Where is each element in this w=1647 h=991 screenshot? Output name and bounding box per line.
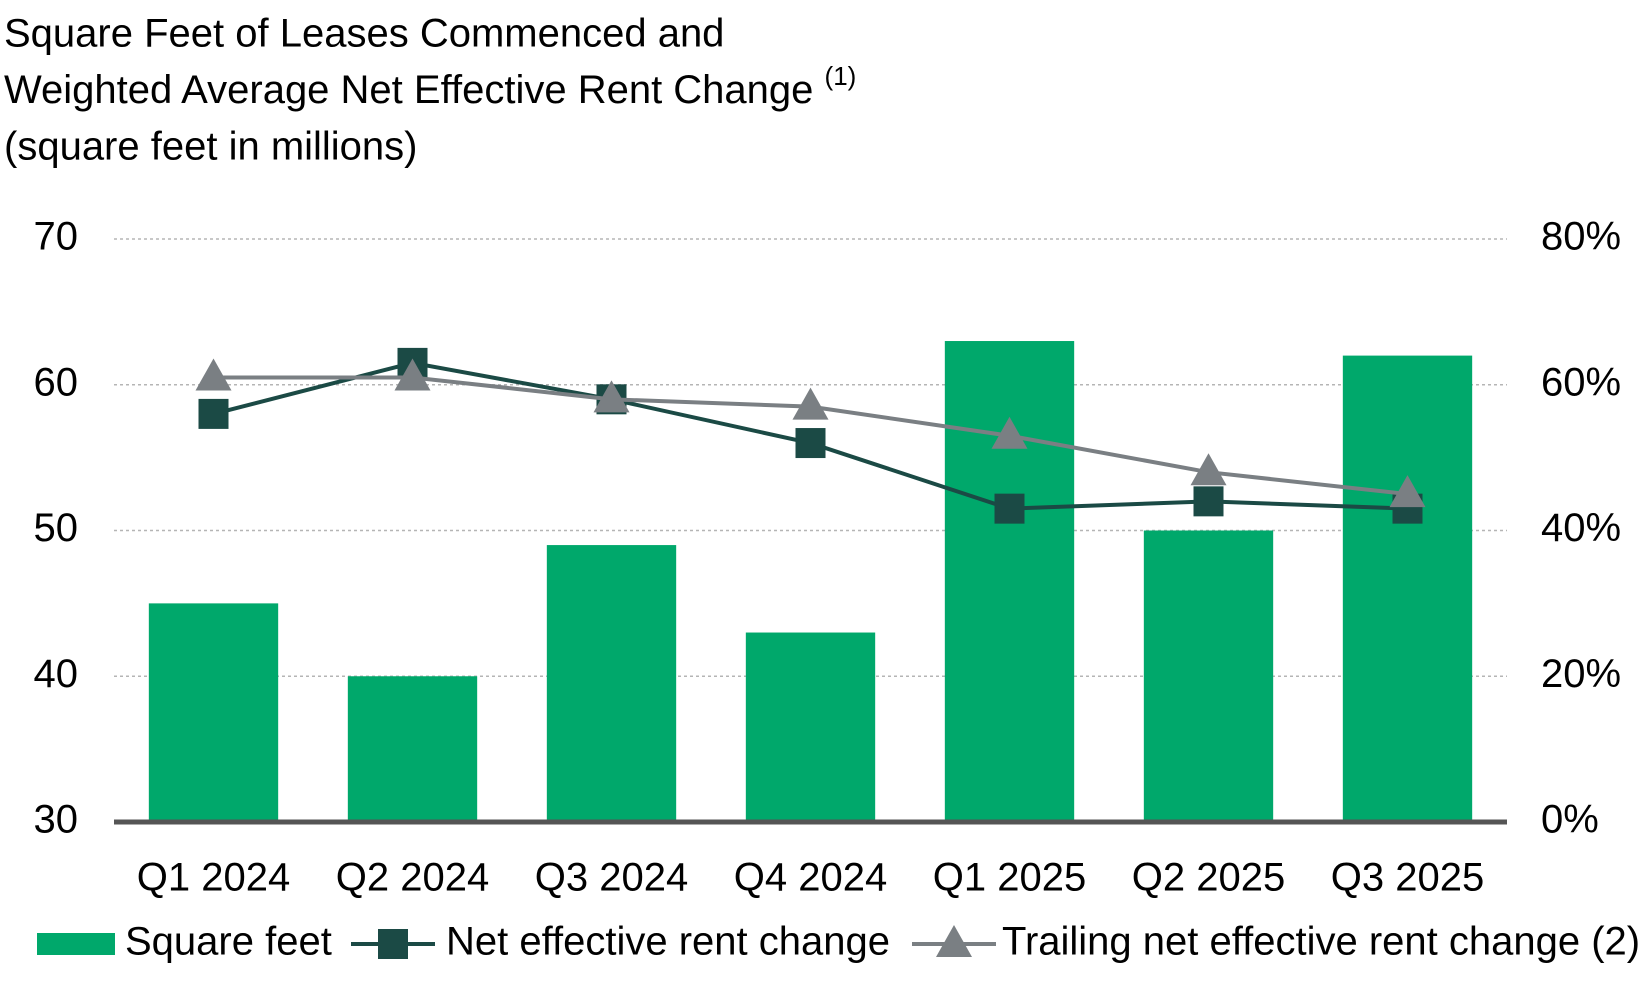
x-tick-label: Q2 2024 — [336, 856, 489, 900]
y2-tick-label: 60% — [1541, 360, 1621, 404]
legend-label: Square feet — [125, 920, 332, 964]
y2-tick-label: 0% — [1541, 798, 1599, 842]
x-tick-label: Q2 2025 — [1132, 856, 1285, 900]
bar — [1143, 530, 1274, 822]
line-marker — [991, 416, 1028, 449]
x-tick-label: Q4 2024 — [734, 856, 887, 900]
bar — [1342, 355, 1473, 822]
line-marker — [1190, 453, 1227, 486]
y-tick-label: 30 — [34, 798, 79, 842]
x-tick-label: Q1 2025 — [933, 856, 1086, 900]
bar — [347, 676, 478, 822]
y-tick-label: 60 — [34, 360, 79, 404]
legend-label: Net effective rent change — [446, 920, 890, 964]
y2-tick-label: 20% — [1541, 652, 1621, 696]
legend-marker — [936, 925, 972, 957]
y-tick-label: 50 — [34, 506, 79, 550]
chart-title-superscript: (1) — [825, 61, 857, 91]
x-tick-label: Q1 2024 — [137, 856, 290, 900]
line-marker — [394, 358, 431, 391]
bar — [148, 603, 279, 822]
line-marker — [593, 380, 630, 413]
bar — [546, 545, 677, 822]
legend-marker — [378, 929, 408, 959]
line-marker — [994, 493, 1025, 524]
line-marker — [1193, 486, 1224, 517]
line-marker — [198, 398, 229, 429]
legend-label: Trailing net effective rent change (2) — [1002, 920, 1640, 964]
line-marker — [795, 428, 826, 459]
y-tick-label: 40 — [34, 652, 79, 696]
chart-subtitle: (square feet in millions) — [4, 125, 418, 169]
bar — [944, 341, 1075, 822]
chart-title: Weighted Average Net Effective Rent Chan… — [4, 61, 856, 112]
x-tick-label: Q3 2025 — [1331, 856, 1484, 900]
chart-title: Square Feet of Leases Commenced and — [4, 12, 724, 56]
legend-swatch — [37, 933, 115, 955]
line-marker — [1389, 475, 1426, 508]
chart-title-line: Weighted Average Net Effective Rent Chan… — [4, 68, 813, 112]
bar — [745, 632, 876, 822]
line-marker — [195, 358, 232, 391]
y2-tick-label: 80% — [1541, 215, 1621, 259]
line-marker — [792, 387, 829, 420]
y-tick-label: 70 — [34, 215, 79, 259]
y2-tick-label: 40% — [1541, 506, 1621, 550]
x-tick-label: Q3 2024 — [535, 856, 688, 900]
